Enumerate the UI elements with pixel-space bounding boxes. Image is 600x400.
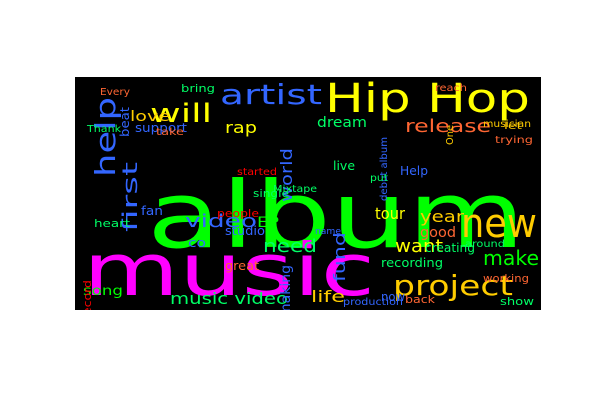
word-make: make: [483, 246, 539, 270]
word-help: help: [89, 97, 122, 177]
word-people: people: [217, 207, 259, 220]
word-love: love: [130, 109, 170, 125]
word-song: song: [83, 284, 123, 299]
word-music: music: [83, 228, 375, 310]
word-around: around: [465, 239, 505, 250]
word-good: good: [420, 225, 456, 241]
word-fan: fan: [141, 204, 163, 218]
word-will: will: [150, 99, 212, 129]
word-heart: heart: [94, 217, 131, 230]
word-record: record: [81, 280, 94, 310]
word-show: show: [500, 295, 534, 308]
word-beat: beat: [118, 107, 132, 137]
word-studio: studio: [225, 224, 265, 238]
word-let: let: [504, 121, 522, 132]
word-single: single: [253, 187, 289, 200]
word-cloud: album music Hip Hop artist new help will projec…: [75, 77, 541, 310]
word-making: making: [279, 265, 294, 310]
word-dream: dream: [317, 115, 367, 131]
word-tour: tour: [375, 204, 405, 223]
word-production: production: [343, 297, 403, 308]
word-recording: recording: [381, 256, 443, 270]
word-take: take: [156, 127, 184, 138]
word-life: life: [311, 287, 345, 306]
word-project: project: [393, 269, 513, 302]
word-one: One: [445, 125, 456, 145]
word-debut-album: debut album: [379, 137, 390, 201]
word-hip-hop: Hip Hop: [325, 77, 530, 122]
word-now: now: [381, 290, 405, 304]
word-bring: bring: [181, 82, 215, 95]
word-first: first: [118, 162, 142, 232]
word-co: co: [188, 236, 206, 250]
word-put: put: [370, 173, 388, 184]
word-started: started: [237, 167, 277, 178]
word-back: back: [405, 293, 436, 306]
word-album: album: [147, 162, 525, 269]
word-name: name: [315, 227, 341, 237]
word-reach: reach: [435, 83, 467, 94]
word-need: need: [263, 236, 317, 257]
word-video: video: [185, 211, 257, 232]
word-cloud-background: [75, 77, 541, 310]
word-rap: rap: [225, 118, 257, 137]
word-working: working: [483, 272, 529, 285]
word-release: release: [405, 116, 491, 137]
word-musician: musician: [483, 119, 531, 130]
word-music-video: music video: [170, 289, 288, 308]
word-support: support: [135, 121, 187, 135]
word-great: great: [225, 259, 259, 273]
word-every: Every: [100, 87, 130, 98]
word-help: Help: [400, 164, 428, 178]
word-mixtape: Mixtape: [273, 184, 317, 195]
word-thank: Thank: [86, 124, 121, 135]
word-creating: creating: [425, 241, 475, 255]
word-fund: fund: [330, 232, 349, 282]
word-trying: trying: [495, 135, 533, 146]
word-live: live: [333, 159, 355, 173]
word-want: want: [395, 236, 443, 257]
word-artist: artist: [220, 78, 322, 111]
word-world: world: [277, 148, 296, 202]
word-new: new: [461, 201, 537, 247]
word-ep: EP: [257, 215, 279, 231]
word-year: year: [420, 207, 465, 226]
